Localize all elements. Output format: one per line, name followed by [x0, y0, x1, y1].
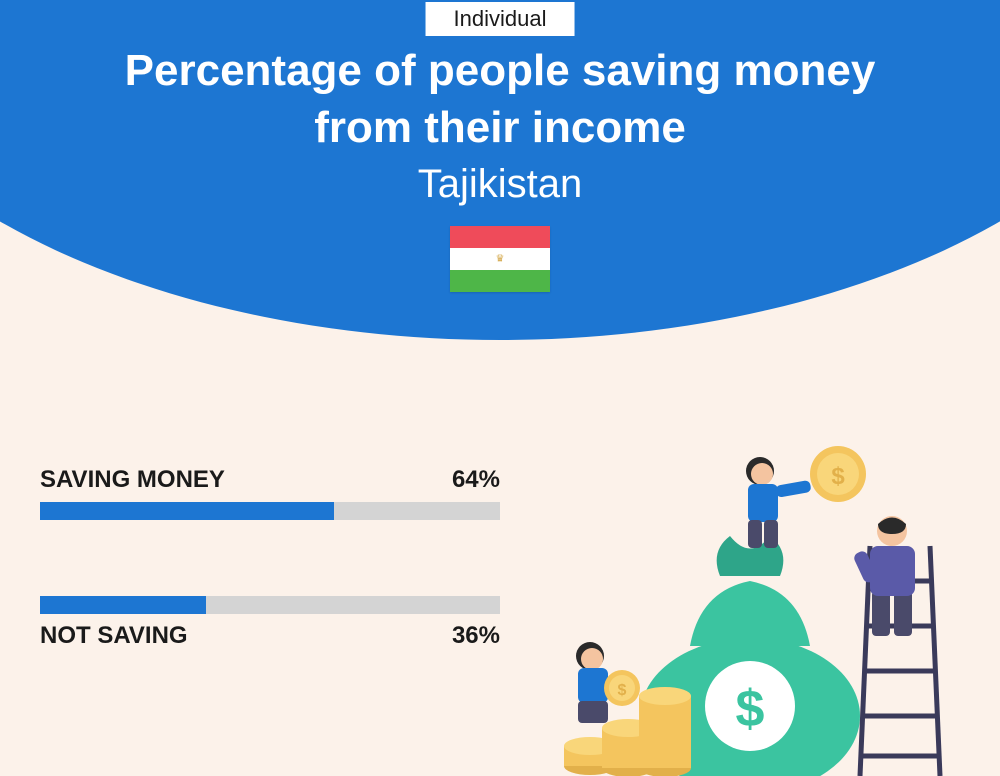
- dollar-sign: $: [736, 680, 765, 738]
- bar-label: NOT SAVING: [40, 622, 188, 650]
- bar-value: 64%: [452, 466, 500, 494]
- bar-track: [40, 502, 500, 520]
- bar-not-saving: NOT SAVING 36%: [40, 596, 500, 650]
- person-top: $: [746, 446, 866, 548]
- bar-fill: [40, 596, 206, 614]
- bar-label: SAVING MONEY: [40, 466, 225, 494]
- savings-illustration: $ $: [550, 416, 970, 776]
- person-sitting: $: [576, 642, 640, 723]
- category-tab: Individual: [426, 2, 575, 36]
- person-ladder: [852, 516, 915, 636]
- svg-text:$: $: [831, 463, 845, 490]
- bar-track: [40, 596, 500, 614]
- title-line-2: from their income: [0, 99, 1000, 156]
- title-line-1: Percentage of people saving money: [0, 42, 1000, 99]
- flag-emblem: ♛: [496, 254, 505, 265]
- flag-stripe-middle: ♛: [450, 248, 550, 270]
- svg-text:$: $: [618, 682, 627, 699]
- money-bag-neck: [690, 581, 810, 646]
- title-block: Percentage of people saving money from t…: [0, 42, 1000, 207]
- bar-saving: SAVING MONEY 64%: [40, 466, 500, 520]
- coin-stack-tall: [639, 687, 691, 776]
- bars-section: SAVING MONEY 64% NOT SAVING 36%: [40, 466, 500, 726]
- country-flag: ♛: [450, 226, 550, 292]
- flag-stripe-top: [450, 226, 550, 248]
- bar-value: 36%: [452, 622, 500, 650]
- flag-stripe-bottom: [450, 270, 550, 292]
- subtitle-country: Tajikistan: [0, 162, 1000, 207]
- bar-fill: [40, 502, 334, 520]
